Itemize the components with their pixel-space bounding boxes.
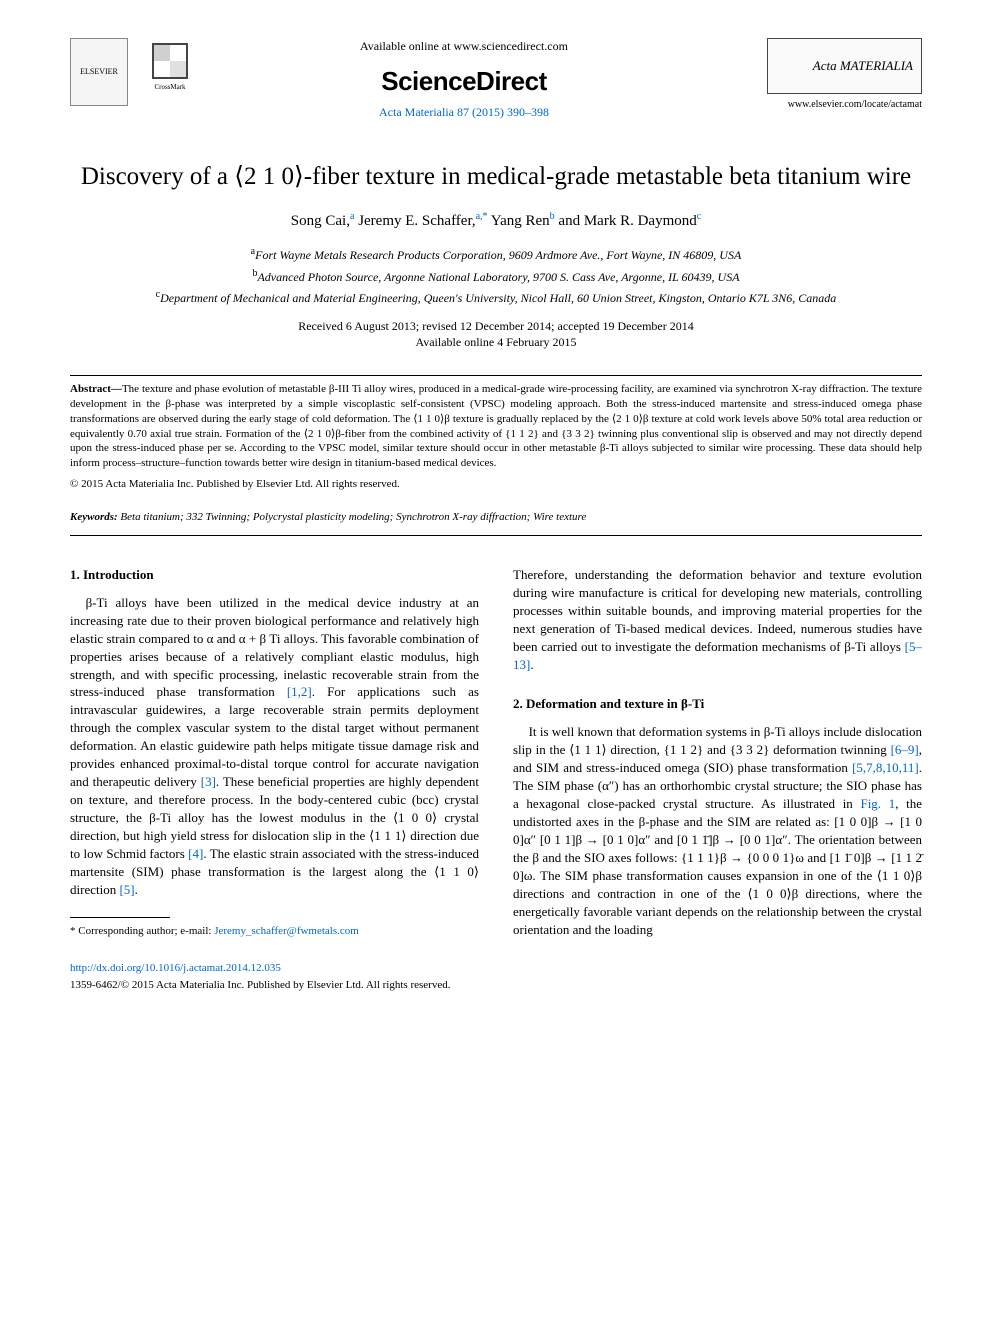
crossmark-label: CrossMark <box>154 83 185 92</box>
section-1-continuation: Therefore, understanding the deformation… <box>513 566 922 674</box>
footnote-separator <box>70 917 170 918</box>
keywords-label: Keywords: <box>70 511 118 523</box>
divider-bottom <box>70 535 922 536</box>
body-text: . <box>135 882 138 897</box>
journal-url[interactable]: www.elsevier.com/locate/actamat <box>732 98 922 112</box>
header-left-logos: ELSEVIER CrossMark <box>70 38 196 106</box>
citation-link[interactable]: [5,7,8,10,11] <box>852 760 919 775</box>
available-online-text: Available online at www.sciencedirect.co… <box>196 38 732 54</box>
acta-materialia-logo: Acta MATERIALIA <box>767 38 922 94</box>
header-center: Available online at www.sciencedirect.co… <box>196 38 732 121</box>
elsevier-logo-label: ELSEVIER <box>80 67 118 78</box>
author-list: Song Cai,a Jeremy E. Schaffer,a,* Yang R… <box>70 210 922 231</box>
citation-link[interactable]: [1,2] <box>287 684 312 699</box>
article-title: Discovery of a ⟨2 1 0⟩-fiber texture in … <box>70 161 922 192</box>
divider-top <box>70 375 922 376</box>
crossmark-widget[interactable]: CrossMark <box>144 38 196 98</box>
body-text: , the undistorted axes in the β-phase an… <box>513 796 922 937</box>
section-2-heading: 2. Deformation and texture in β-Ti <box>513 695 922 713</box>
figure-link[interactable]: Fig. 1 <box>860 796 895 811</box>
doi-link[interactable]: http://dx.doi.org/10.1016/j.actamat.2014… <box>70 961 922 976</box>
section-1-heading: 1. Introduction <box>70 566 479 584</box>
footnote-label: * Corresponding author; e-mail: <box>70 925 214 937</box>
corresponding-author-footnote: * Corresponding author; e-mail: Jeremy_s… <box>70 924 479 939</box>
keywords-text: Beta titanium; 332 Twinning; Polycrystal… <box>118 511 587 523</box>
sciencedirect-logo: ScienceDirect <box>196 64 732 99</box>
crossmark-icon <box>152 43 188 79</box>
affiliation-line: cDepartment of Mechanical and Material E… <box>70 288 922 307</box>
article-dates: Received 6 August 2013; revised 12 Decem… <box>70 318 922 352</box>
abstract-copyright: © 2015 Acta Materialia Inc. Published by… <box>70 477 922 492</box>
body-text: . <box>530 657 533 672</box>
citation-link[interactable]: [3] <box>201 774 216 789</box>
acta-brand-text: Acta MATERIALIA <box>813 57 913 75</box>
column-right: Therefore, understanding the deformation… <box>513 566 922 939</box>
citation-link[interactable]: [4] <box>188 846 203 861</box>
affiliation-line: bAdvanced Photon Source, Argonne Nationa… <box>70 267 922 286</box>
abstract-label: Abstract— <box>70 383 122 395</box>
citation-link[interactable]: [5] <box>119 882 134 897</box>
citation-link[interactable]: [6–9] <box>891 742 919 757</box>
corresponding-email-link[interactable]: Jeremy_schaffer@fwmetals.com <box>214 925 359 937</box>
journal-reference-link[interactable]: Acta Materialia 87 (2015) 390–398 <box>196 103 732 121</box>
section-1-paragraph: β-Ti alloys have been utilized in the me… <box>70 594 479 899</box>
affiliations-block: aFort Wayne Metals Research Products Cor… <box>70 245 922 307</box>
elsevier-logo: ELSEVIER <box>70 38 128 106</box>
section-2-paragraph: It is well known that deformation system… <box>513 723 922 938</box>
body-text: It is well known that deformation system… <box>513 724 922 757</box>
body-columns: 1. Introduction β-Ti alloys have been ut… <box>70 566 922 939</box>
dates-online: Available online 4 February 2015 <box>415 335 576 349</box>
dates-received: Received 6 August 2013; revised 12 Decem… <box>298 319 694 333</box>
affiliation-line: aFort Wayne Metals Research Products Cor… <box>70 245 922 264</box>
footer-copyright: 1359-6462/© 2015 Acta Materialia Inc. Pu… <box>70 978 922 993</box>
keywords-line: Keywords: Beta titanium; 332 Twinning; P… <box>70 510 922 525</box>
header-right: Acta MATERIALIA www.elsevier.com/locate/… <box>732 38 922 112</box>
page-header: ELSEVIER CrossMark Available online at w… <box>70 38 922 121</box>
abstract-block: Abstract—The texture and phase evolution… <box>70 382 922 471</box>
column-left: 1. Introduction β-Ti alloys have been ut… <box>70 566 479 939</box>
body-text: Therefore, understanding the deformation… <box>513 567 922 654</box>
abstract-text: The texture and phase evolution of metas… <box>70 383 922 469</box>
journal-reference-text: Acta Materialia 87 (2015) 390–398 <box>379 105 549 119</box>
